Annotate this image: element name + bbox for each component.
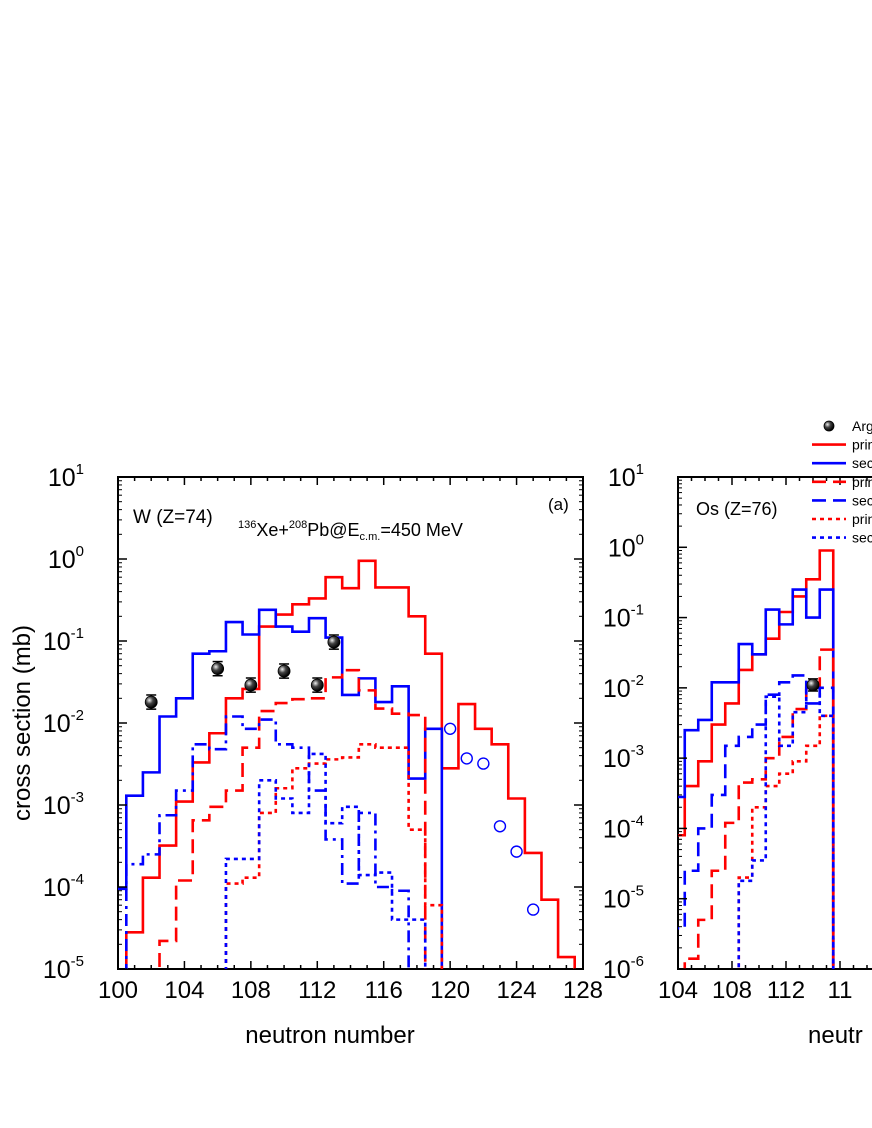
y-tick-label: 100 — [608, 531, 644, 562]
data-point-sphere — [144, 695, 158, 709]
x-tick-label: 11 — [828, 977, 853, 1004]
data-point-sphere — [244, 678, 258, 692]
data-point-sphere — [211, 662, 225, 676]
y-tick-label: 100 — [48, 543, 84, 574]
legend-label: prin — [852, 437, 872, 453]
data-point-open-circle — [460, 752, 473, 765]
series-1-step-line — [678, 588, 835, 969]
panel-a-reaction-label: 136Xe+208Pb@Ec.m.=450 MeV — [238, 519, 463, 543]
series-4-step-line — [737, 714, 835, 969]
data-point-sphere — [277, 664, 291, 678]
series-5-step-line — [224, 752, 427, 969]
series-5-step-line — [737, 686, 835, 969]
panel-b: Os (Z=76) neutr 104 108 112 11 10-6 10-5 10-4 1… — [603, 461, 872, 1049]
data-point-open-circle — [477, 757, 490, 770]
panel-b-element-label: Os (Z=76) — [696, 499, 778, 519]
data-point-open-circle — [443, 722, 457, 735]
y-tick-label: 10-3 — [603, 742, 644, 773]
series-3-step-line — [678, 674, 835, 969]
legend-label: prin — [852, 474, 872, 490]
series-3-step-line — [125, 715, 410, 969]
legend-label: Arg — [852, 418, 872, 434]
data-point-open-circle — [510, 845, 523, 858]
series-4-step-line — [224, 742, 444, 969]
series-0-step-line — [678, 549, 835, 969]
legend: Arg prin sec prin sec prin sec — [812, 418, 872, 546]
data-point-sphere — [310, 678, 324, 692]
y-tick-label: 10-4 — [43, 871, 84, 902]
y-tick-label: 10-2 — [603, 672, 644, 703]
y-tick-label: 10-3 — [43, 789, 84, 820]
y-tick-label: 101 — [608, 461, 644, 492]
x-tick-label: 120 — [430, 977, 470, 1004]
data-point-open-circle — [493, 820, 507, 833]
series-2-step-line — [158, 668, 427, 969]
legend-label: sec — [852, 530, 872, 546]
x-tick-label: 116 — [365, 977, 403, 1004]
panel-a: W (Z=74) 136Xe+208Pb@Ec.m.=450 MeV (a) c… — [9, 461, 603, 1049]
data-point-open-circle — [526, 903, 540, 916]
legend-label: prin — [852, 511, 872, 527]
legend-marker — [823, 420, 835, 432]
y-tick-label: 10-5 — [603, 883, 644, 914]
x-tick-label: 108 — [231, 977, 271, 1004]
y-tick-label: 101 — [48, 461, 84, 492]
y-tick-label: 10-1 — [43, 625, 84, 656]
data-point-sphere — [806, 678, 820, 692]
panel-a-element-label: W (Z=74) — [133, 507, 213, 528]
series-1-step-line — [118, 608, 444, 969]
panel-a-frame — [117, 476, 584, 970]
panel-a-x-axis-title: neutron number — [245, 1022, 414, 1049]
x-tick-label: 124 — [497, 977, 537, 1004]
y-tick-label: 10-2 — [43, 707, 84, 738]
x-tick-label: 128 — [563, 977, 603, 1004]
x-tick-label: 104 — [164, 977, 204, 1004]
x-tick-label: 104 — [658, 977, 698, 1004]
legend-label: sec — [852, 455, 872, 471]
x-tick-label: 100 — [98, 977, 138, 1004]
y-tick-label: 10-1 — [603, 602, 644, 633]
x-tick-label: 108 — [712, 977, 752, 1004]
data-point-sphere — [327, 635, 341, 649]
panel-b-x-axis-title: neutr — [808, 1022, 863, 1049]
y-tick-label: 10-6 — [603, 953, 644, 984]
panel-a-label: (a) — [548, 495, 569, 514]
x-tick-label: 112 — [298, 977, 336, 1004]
panel-b-frame — [677, 476, 872, 970]
y-axis-title: cross section (mb) — [9, 625, 36, 821]
y-tick-label: 10-4 — [603, 812, 644, 843]
y-tick-label: 10-5 — [43, 953, 84, 984]
x-tick-label: 112 — [767, 977, 805, 1004]
legend-label: sec — [852, 492, 872, 508]
series-2-step-line — [683, 648, 835, 969]
